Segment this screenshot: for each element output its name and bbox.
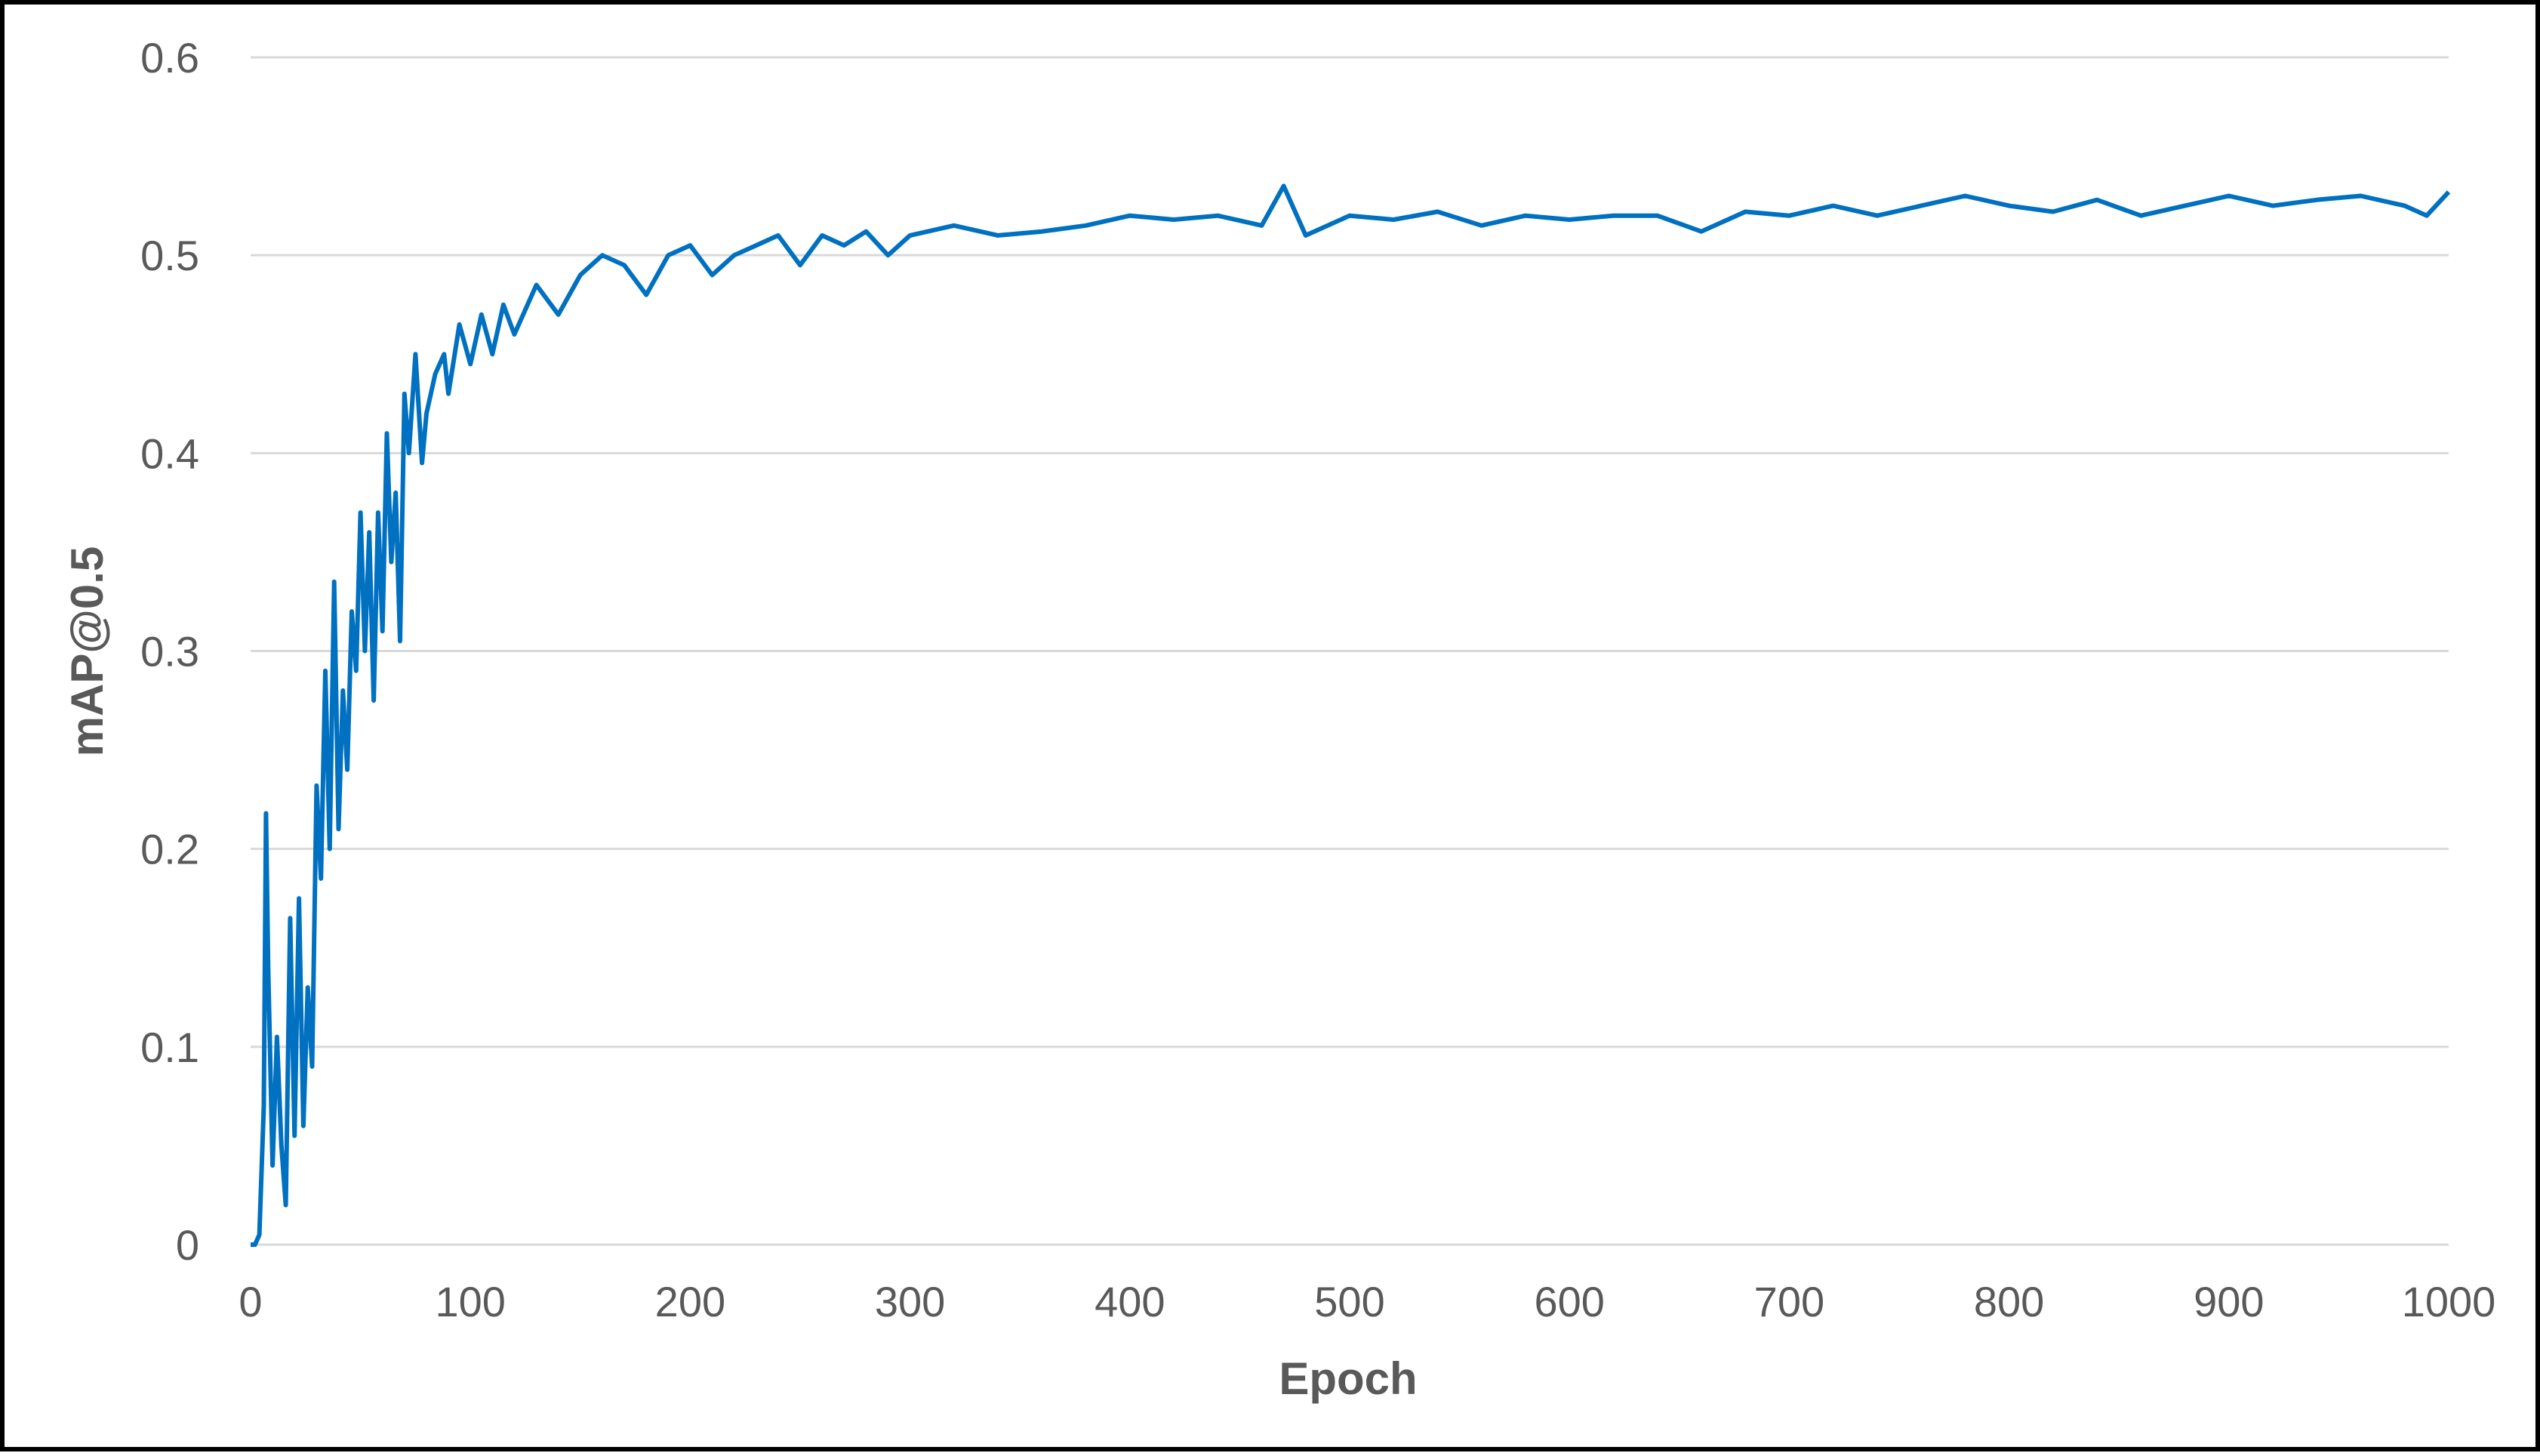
x-tick-label: 700	[1754, 1278, 1824, 1325]
x-axis-ticks: 0 100 200 300 400 500 600 700 800 900 1000	[239, 1278, 2495, 1325]
y-tick-label: 0	[176, 1221, 199, 1269]
y-tick-label: 0.2	[140, 826, 199, 873]
series-line	[251, 183, 2451, 1247]
x-tick-label: 400	[1095, 1278, 1165, 1325]
y-axis-ticks: 0 0.1 0.2 0.3 0.4 0.5 0.6	[140, 34, 199, 1269]
x-tick-label: 1000	[2402, 1278, 2496, 1325]
y-tick-label: 0.5	[140, 232, 199, 279]
y-tick-label: 0.3	[140, 628, 199, 676]
x-tick-label: 300	[875, 1278, 945, 1325]
x-tick-label: 800	[1974, 1278, 2044, 1325]
x-tick-label: 900	[2194, 1278, 2264, 1325]
line-chart: 0 0.1 0.2 0.3 0.4 0.5 0.6 0 100 200 300 400 500 600 7…	[62, 34, 2495, 1404]
gridlines	[251, 56, 2449, 1048]
x-axis-title: Epoch	[1279, 1353, 1417, 1404]
y-tick-label: 0.1	[140, 1024, 199, 1071]
y-tick-label: 0.4	[140, 429, 199, 477]
x-tick-label: 600	[1534, 1278, 1604, 1325]
x-tick-label: 500	[1314, 1278, 1384, 1325]
y-tick-label: 0.6	[140, 34, 199, 82]
x-tick-label: 0	[239, 1278, 262, 1325]
x-tick-label: 100	[435, 1278, 505, 1325]
x-tick-label: 200	[655, 1278, 725, 1325]
y-axis-title: mAP@0.5	[62, 546, 112, 757]
